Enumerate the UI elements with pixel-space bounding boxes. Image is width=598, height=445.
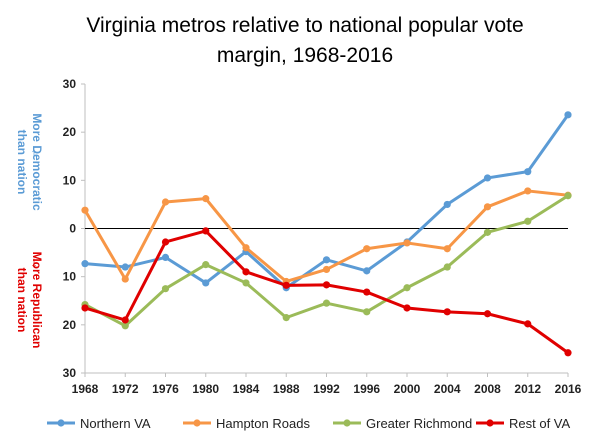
data-point-northern-va [322,256,331,264]
data-point-hampton-roads [443,245,451,253]
y-tick-label: 10 [63,270,77,284]
data-point-rest-of-va [443,308,451,316]
legend-label: Northern VA [80,416,151,431]
data-point-hampton-roads [121,275,129,283]
legend: Northern VA Hampton Roads Greater Richmond… [47,416,571,431]
legend-item-northern-va: Northern VA [47,416,151,431]
y-tick-label: 10 [63,173,77,187]
data-point-greater-richmond [443,263,451,271]
data-point-greater-richmond [202,261,210,269]
data-point-rest-of-va [121,316,129,324]
down-arrow-icon: ↓ [30,254,38,271]
data-point-hampton-roads [363,245,371,253]
y-tick-label: 20 [63,125,77,139]
data-point-northern-va [443,200,451,209]
data-point-rest-of-va [322,281,331,289]
chart-title-line2: margin, 1968-2016 [217,44,393,67]
data-point-northern-va [483,174,492,182]
x-tick-label: 1984 [233,382,260,396]
x-tick-label: 2004 [434,382,461,396]
dem-label-line1: More Democratic [30,113,44,211]
rep-annotation: More Republican than nation ↓ [15,252,44,349]
series-hampton-roads [81,187,572,286]
x-tick-label: 1988 [273,382,300,396]
legend-swatch-marker [343,419,351,427]
series-greater-richmond [81,192,572,330]
data-point-greater-richmond [282,314,290,322]
x-tick-label: 1996 [353,382,380,396]
data-point-greater-richmond [403,284,411,292]
legend-swatch-marker [57,419,65,427]
x-tick-label: 1980 [192,382,219,396]
data-point-northern-va [524,168,532,176]
data-point-rest-of-va [161,238,170,246]
data-point-rest-of-va [81,304,89,312]
y-tick-label: 30 [63,77,77,91]
chart-title-line1: Virginia metros relative to national pop… [86,14,523,37]
data-point-rest-of-va [564,349,572,357]
legend-label: Greater Richmond [366,416,472,431]
data-point-greater-richmond [483,228,492,236]
data-point-hampton-roads [202,195,210,203]
legend-item-greater-richmond: Greater Richmond [333,416,472,431]
data-point-northern-va [121,263,129,271]
data-point-rest-of-va [242,268,250,276]
data-point-greater-richmond [242,279,250,287]
data-point-hampton-roads [81,206,89,214]
x-tick-label: 2008 [474,382,501,396]
data-point-northern-va [81,260,89,268]
series-rest-of-va [81,227,572,357]
data-point-greater-richmond [524,217,532,225]
legend-item-rest-of-va: Rest of VA [476,416,571,431]
axes: 30 20 10 0 10 20 30 1968 1972 1976 1980 1984 1988 199… [63,77,582,396]
data-point-northern-va [161,253,170,261]
x-tick-label: 2000 [394,382,421,396]
x-tick-label: 1968 [72,382,99,396]
data-point-rest-of-va [282,281,290,289]
data-point-northern-va [363,267,371,275]
rep-label-line2: than nation [15,268,29,333]
series-layer [81,111,572,357]
data-point-greater-richmond [363,308,371,316]
dem-annotation: More Democratic than nation ↑ [15,113,44,211]
data-point-rest-of-va [524,320,532,328]
y-tick-label: 20 [63,318,77,332]
data-point-greater-richmond [161,285,170,293]
dem-label-line2: than nation [15,130,29,195]
x-tick-label: 2012 [514,382,541,396]
legend-label: Hampton Roads [216,416,310,431]
data-point-hampton-roads [161,198,170,206]
legend-swatch-marker [193,419,201,427]
x-tick-label: 1972 [112,382,139,396]
data-point-rest-of-va [483,310,492,318]
x-tick-label: 1992 [313,382,340,396]
series-line-rest-of-va [84,229,569,354]
data-point-hampton-roads [403,239,411,247]
data-point-rest-of-va [202,227,210,235]
data-point-northern-va [202,279,210,287]
x-tick-label: 2016 [555,382,582,396]
legend-label: Rest of VA [509,416,571,431]
x-tick-label: 1976 [152,382,179,396]
data-point-greater-richmond [121,322,129,330]
rep-label-line1: More Republican [30,252,44,349]
legend-item-hampton-roads: Hampton Roads [183,416,310,431]
data-point-greater-richmond [564,192,572,200]
up-arrow-icon: ↑ [30,145,38,162]
y-tick-label: 0 [69,222,76,236]
data-point-rest-of-va [403,304,411,312]
data-point-greater-richmond [322,299,331,307]
data-point-hampton-roads [242,244,250,252]
data-point-hampton-roads [483,203,492,211]
y-tick-label: 30 [63,366,77,380]
legend-swatch-marker [486,419,494,427]
series-northern-va [81,111,572,292]
data-point-hampton-roads [322,265,331,274]
data-point-northern-va [564,111,572,119]
data-point-rest-of-va [363,288,371,296]
data-point-hampton-roads [524,187,532,195]
